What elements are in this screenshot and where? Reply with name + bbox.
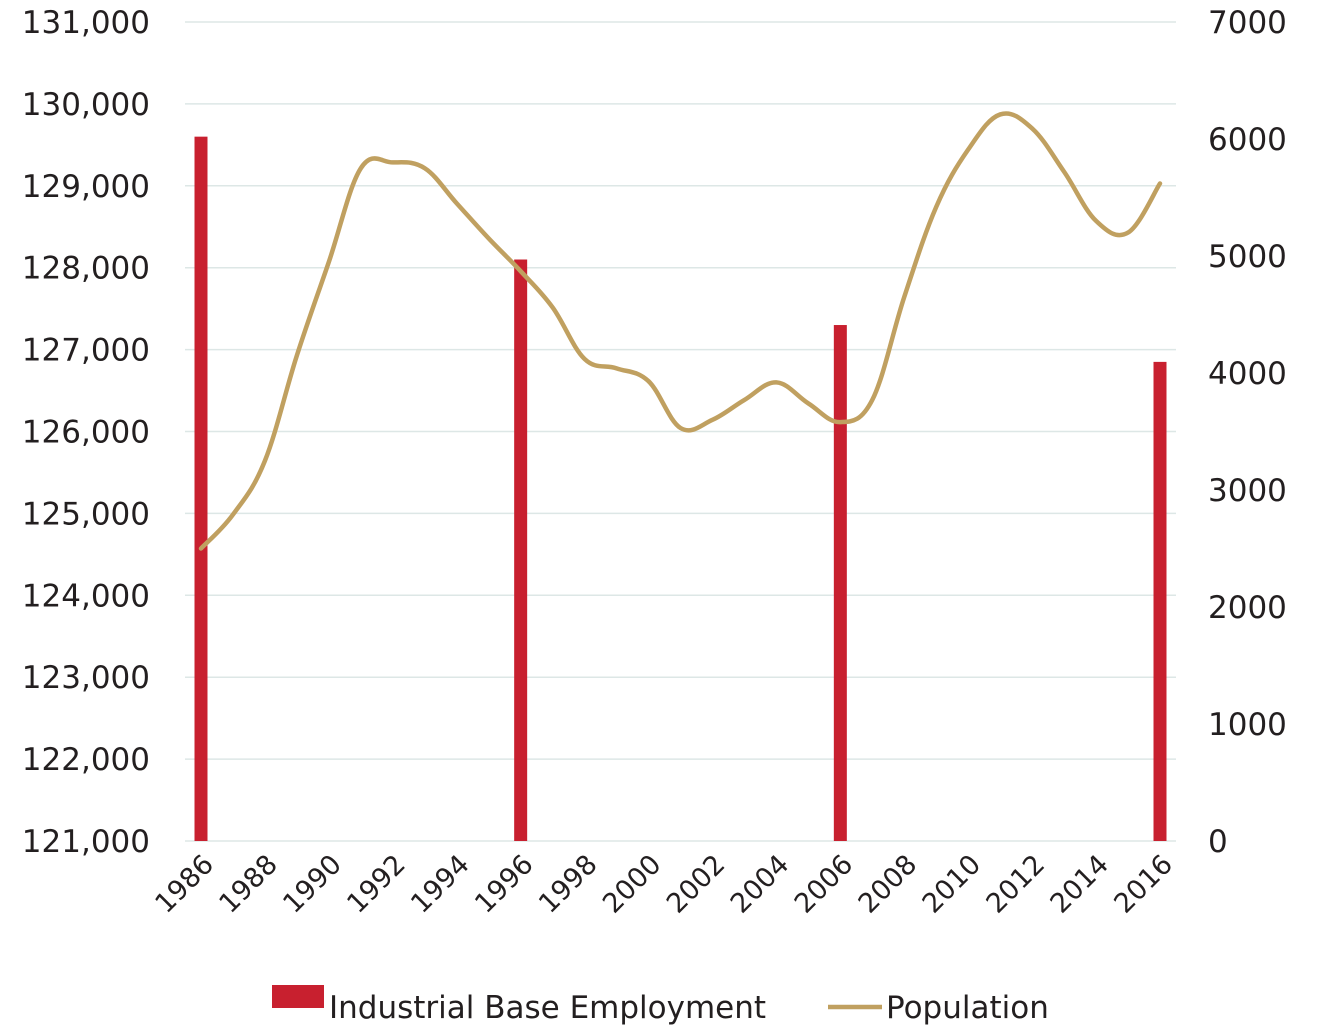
- right-y-axis: 0 1000 2000 3000 4000 5000 6000 7000: [1208, 5, 1287, 860]
- y-right-tick-label: 2000: [1208, 590, 1287, 626]
- y-left-tick-label: 126,000: [22, 415, 150, 451]
- x-tick-label: 2006: [789, 849, 860, 920]
- x-tick-label: 2000: [597, 849, 668, 920]
- legend-swatch-bar: [272, 985, 324, 1008]
- y-left-tick-label: 131,000: [22, 5, 150, 41]
- y-left-tick-label: 127,000: [22, 333, 150, 369]
- bar-series: [194, 136, 1167, 841]
- x-tick-label: 2012: [981, 849, 1052, 920]
- x-tick-label: 1988: [213, 849, 284, 920]
- y-right-tick-label: 6000: [1208, 122, 1287, 158]
- y-right-tick-label: 5000: [1208, 239, 1287, 275]
- bar: [514, 259, 528, 841]
- x-tick-label: 1998: [533, 849, 604, 920]
- legend: Industrial Base Employment Population: [272, 985, 1049, 1026]
- x-tick-label: 2010: [917, 849, 988, 920]
- y-right-tick-label: 4000: [1208, 356, 1287, 392]
- y-left-tick-label: 129,000: [22, 169, 150, 205]
- bar: [194, 136, 208, 841]
- y-left-tick-label: 125,000: [22, 496, 150, 532]
- x-tick-label: 2004: [725, 849, 796, 920]
- y-right-tick-label: 0: [1208, 824, 1228, 860]
- y-left-tick-label: 123,000: [22, 660, 150, 696]
- y-left-tick-label: 128,000: [22, 251, 150, 287]
- x-tick-label: 1986: [149, 849, 220, 920]
- x-tick-label: 2002: [661, 849, 732, 920]
- y-right-tick-label: 1000: [1208, 707, 1287, 743]
- y-left-tick-label: 122,000: [22, 742, 150, 778]
- x-tick-label: 1996: [469, 849, 540, 920]
- x-tick-label: 1994: [405, 849, 476, 920]
- gridlines: [185, 21, 1176, 842]
- x-tick-label: 2008: [853, 849, 924, 920]
- x-tick-label: 1992: [341, 849, 412, 920]
- line-series: [198, 111, 1163, 551]
- bar: [833, 325, 847, 841]
- x-tick-label: 2016: [1108, 849, 1179, 920]
- x-tick-label: 1990: [277, 849, 348, 920]
- bar: [1153, 361, 1167, 841]
- y-left-tick-label: 130,000: [22, 87, 150, 123]
- legend-label-line: Population: [886, 990, 1049, 1026]
- y-left-tick-label: 124,000: [22, 578, 150, 614]
- y-right-tick-label: 7000: [1208, 5, 1287, 41]
- y-left-tick-label: 121,000: [22, 824, 150, 860]
- x-axis: 1986198819901992199419961998200020022004…: [149, 849, 1179, 920]
- legend-label-bar: Industrial Base Employment: [329, 990, 766, 1026]
- left-y-axis: 121,000 122,000 123,000 124,000 125,000 126,0…: [22, 5, 150, 860]
- y-right-tick-label: 3000: [1208, 473, 1287, 509]
- x-tick-label: 2014: [1045, 849, 1116, 920]
- population-line: [198, 111, 1163, 551]
